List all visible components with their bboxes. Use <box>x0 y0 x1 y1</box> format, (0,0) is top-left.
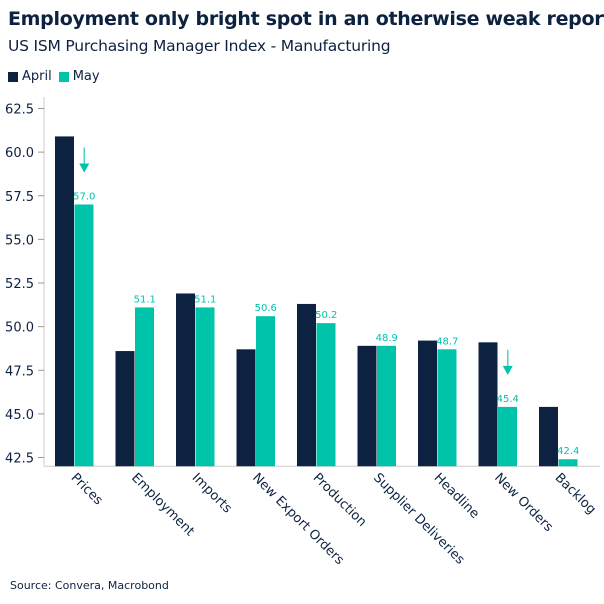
chart-subtitle: US ISM Purchasing Manager Index - Manufa… <box>8 37 391 55</box>
bar-may <box>74 204 94 467</box>
bar-may <box>135 307 154 467</box>
x-tick-label: Prices <box>68 470 106 508</box>
bar-april <box>297 303 316 467</box>
data-label: 50.6 <box>255 303 277 314</box>
data-label: 51.1 <box>194 294 216 305</box>
y-tick-label: 50.0 <box>5 321 34 336</box>
bar-april <box>357 345 377 467</box>
legend-label-april: April <box>22 69 52 84</box>
legend-swatch-april <box>8 71 18 82</box>
bar-may <box>437 349 457 467</box>
x-tick-label: New Orders <box>491 470 556 535</box>
y-tick-label: 57.5 <box>5 190 34 205</box>
bar-may <box>558 459 578 467</box>
y-tick-label: 42.5 <box>5 452 34 467</box>
data-label: 45.4 <box>497 394 519 405</box>
data-label: 50.2 <box>315 310 337 321</box>
bar-may <box>498 406 517 467</box>
data-label: 48.9 <box>376 333 398 344</box>
x-tick-label: Headline <box>431 470 482 521</box>
y-tick-label: 45.0 <box>5 408 34 423</box>
bar-april <box>418 340 437 467</box>
y-tick-label: 55.0 <box>5 233 34 248</box>
bar-april <box>539 406 558 467</box>
bar-may <box>195 307 215 467</box>
bar-may <box>256 316 275 467</box>
data-label: 42.4 <box>557 446 579 457</box>
y-tick-label: 62.5 <box>5 103 34 118</box>
bar-april <box>115 351 135 467</box>
x-tick-label: Imports <box>189 470 235 516</box>
bar-april <box>478 342 498 467</box>
down-arrow-icon <box>502 365 513 375</box>
bar-may <box>377 345 396 467</box>
chart-title: Employment only bright spot in an otherw… <box>8 8 604 30</box>
y-tick-label: 52.5 <box>5 277 34 292</box>
legend-label-may: May <box>72 69 100 84</box>
data-label: 51.1 <box>134 294 156 305</box>
legend: April May <box>8 69 100 84</box>
bar-april <box>236 349 256 467</box>
y-tick-label: 47.5 <box>5 364 34 379</box>
bar-may <box>316 323 336 467</box>
x-tick-label: Employment <box>128 470 197 539</box>
down-arrow-icon <box>79 163 90 173</box>
source-note: Source: Convera, Macrobond <box>10 579 169 592</box>
bar-april <box>55 136 74 467</box>
bar-april <box>176 293 195 467</box>
data-label: 48.7 <box>436 336 458 347</box>
y-tick-label: 60.0 <box>5 146 34 161</box>
data-label: 57.0 <box>73 191 95 202</box>
legend-swatch-may <box>58 71 69 82</box>
x-tick-label: Backlog <box>552 470 599 517</box>
x-tick-label: Production <box>310 470 370 530</box>
